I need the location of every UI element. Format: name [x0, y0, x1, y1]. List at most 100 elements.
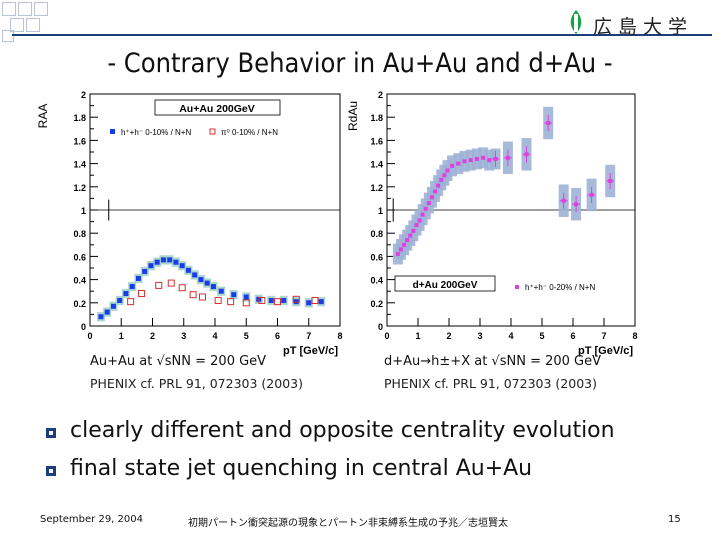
y-tick-label: 1.2 — [73, 183, 86, 193]
y-tick-label: 0.6 — [370, 252, 383, 262]
data-point-dau — [395, 252, 400, 257]
legend-label: h⁺+h⁻ 0-20% / N+N — [525, 283, 595, 292]
chart-title-box — [154, 99, 281, 116]
legend-marker-red — [209, 128, 216, 135]
data-point-dau — [493, 156, 498, 161]
y-tick-label: 1.2 — [370, 183, 383, 193]
data-point-hadron — [98, 314, 104, 320]
data-point-pi0 — [311, 296, 319, 304]
data-point-dau — [426, 201, 431, 206]
university-logo: 広島大学 — [565, 8, 715, 38]
data-point-dau — [445, 168, 450, 173]
data-point-pi0 — [227, 298, 235, 306]
data-point-pi0 — [189, 291, 197, 299]
bullet-square-icon — [46, 466, 56, 476]
y-tick-label: 0 — [81, 322, 86, 332]
data-point-hadron — [204, 280, 210, 286]
data-point-dau — [417, 218, 422, 223]
x-tick-label: 2 — [446, 331, 451, 341]
x-tick-label: 4 — [508, 331, 513, 341]
y-tick-label: 0.2 — [73, 299, 86, 309]
data-point-dau — [546, 121, 551, 125]
data-point-hadron — [293, 299, 299, 305]
data-point-dau — [456, 161, 461, 166]
y-tick-label: 0.8 — [73, 229, 86, 239]
data-point-dau — [402, 242, 407, 247]
x-tick-label: 0 — [87, 331, 92, 341]
data-point-hadron — [142, 268, 148, 274]
data-point-pi0 — [155, 281, 163, 289]
data-point-dau — [608, 179, 613, 183]
data-point-dau — [408, 233, 413, 238]
data-point-hadron — [104, 309, 110, 315]
data-point-hadron — [179, 263, 185, 269]
chart-title-box — [394, 275, 496, 292]
logo-mark-icon — [570, 10, 582, 34]
x-tick-label: 2 — [150, 331, 155, 341]
x-axis-label: pT [GeV/c] — [578, 345, 633, 357]
data-point-pi0 — [292, 295, 300, 303]
legend-label: π⁰ 0-10% / N+N — [221, 128, 278, 137]
data-point-dau — [411, 228, 416, 233]
data-point-dau — [474, 156, 479, 161]
auau-raa-chart: 0 0.2 0.4 0.6 0.8 1 1.2 1.4 1.6 1.8 2 0 1 2 3 4 5 6 7 8 pT [… — [36, 90, 343, 357]
data-point-pi0 — [274, 298, 281, 306]
y-tick-label: 1.6 — [73, 136, 86, 146]
data-point-hadron — [281, 297, 287, 303]
data-point-hadron — [243, 294, 249, 300]
data-point-hadron — [173, 259, 179, 265]
x-tick-label: 8 — [632, 331, 637, 341]
dau-rdau-chart: 0 0.2 0.4 0.6 0.8 1 1.2 1.4 1.6 1.8 2 0 1 2 3 4 5 6 7 8 pT [… — [346, 90, 638, 357]
bullet-square-icon — [46, 428, 56, 438]
data-point-pi0 — [178, 284, 186, 292]
left-caption: Au+Au at √sNN = 200 GeV — [90, 354, 266, 369]
data-point-hadron — [135, 275, 141, 281]
x-tick-label: 6 — [275, 331, 280, 341]
legend-marker-blue — [110, 129, 115, 134]
x-axis-label: pT [GeV/c] — [283, 345, 338, 357]
footer-date: September 29, 2004 — [40, 514, 143, 525]
data-point-pi0 — [167, 279, 175, 287]
data-point-dau — [524, 152, 529, 157]
data-point-hadron — [167, 257, 173, 263]
data-point-hadron — [231, 292, 237, 298]
right-caption: d+Au→h±+X at √sNN = 200 GeV — [384, 354, 601, 369]
x-tick-label: 6 — [570, 331, 575, 341]
data-point-hadron — [192, 272, 198, 278]
data-point-dau — [436, 183, 441, 188]
right-caption-text: d+Au→h±+X at √sNN = 200 GeV — [384, 354, 602, 369]
x-tick-label: 0 — [384, 331, 389, 341]
bullet-text: clearly different and opposite centralit… — [70, 418, 615, 443]
x-tick-label: 5 — [539, 331, 544, 341]
left-reference: PHENIX cf. PRL 91, 072303 (2003) — [90, 376, 303, 391]
data-point-dau — [433, 189, 438, 194]
x-tick-label: 1 — [415, 331, 420, 341]
logo-text: 広島大学 — [593, 16, 694, 38]
y-tick-label: 0.6 — [73, 252, 86, 262]
data-point-dau — [405, 238, 410, 243]
x-tick-label: 5 — [244, 331, 249, 341]
data-point-dau — [442, 173, 447, 178]
footer-talk-title: 初期パートン衝突起源の現象とパートン非束縛系生成の予兆／志垣賢太 — [188, 518, 508, 529]
y-tick-label: 1 — [378, 206, 383, 216]
data-point-pi0 — [242, 299, 250, 307]
y-tick-label: 1.8 — [370, 113, 383, 123]
y-tick-label: 0 — [378, 322, 383, 332]
x-tick-label: 4 — [212, 331, 217, 341]
y-tick-label: 0.4 — [73, 276, 86, 286]
data-point-dau — [462, 159, 467, 164]
data-point-dau — [439, 177, 444, 182]
data-point-hadron — [185, 267, 191, 273]
data-point-dau — [420, 212, 425, 217]
data-point-pi0 — [214, 296, 222, 304]
data-point-pi0 — [138, 290, 146, 298]
data-point-hadron — [268, 297, 274, 303]
y-tick-label: 1.4 — [370, 160, 383, 170]
corner-decoration — [0, 0, 60, 42]
data-point-hadron — [154, 259, 160, 265]
legend-label: h⁺+h⁻ 0-10% / N+N — [121, 128, 191, 137]
y-tick-label: 1 — [81, 206, 86, 216]
data-point-dau — [414, 223, 419, 228]
y-tick-label: 0.8 — [370, 229, 383, 239]
data-point-hadron — [318, 299, 324, 305]
